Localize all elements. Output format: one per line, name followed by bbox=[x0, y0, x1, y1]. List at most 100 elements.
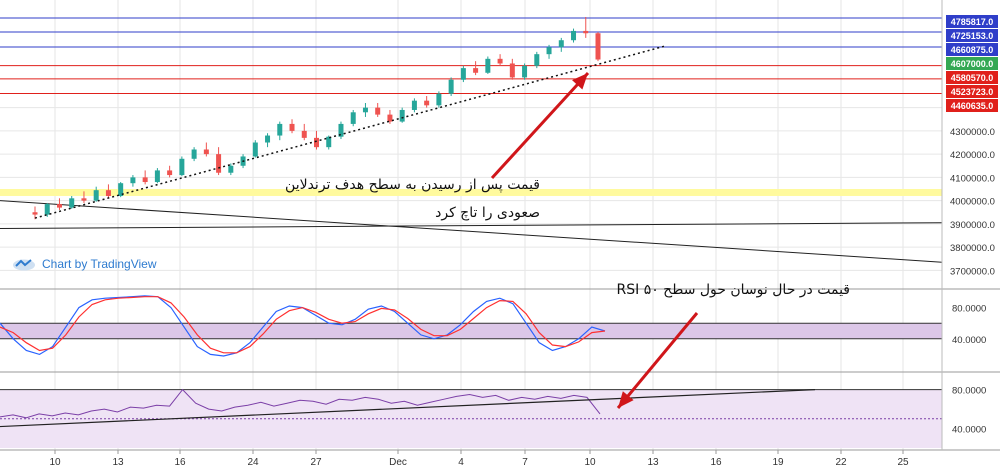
candle-body bbox=[252, 142, 258, 157]
price-level-badge bbox=[946, 57, 998, 70]
rsi-line bbox=[0, 388, 601, 419]
x-tick-label: 24 bbox=[247, 457, 259, 468]
stoch-tick-label: 40.0000 bbox=[952, 335, 986, 346]
candle-body bbox=[460, 68, 466, 80]
candle-body bbox=[326, 136, 332, 148]
candle bbox=[154, 168, 160, 184]
candle-body bbox=[387, 114, 393, 122]
candle bbox=[522, 63, 528, 80]
candle bbox=[118, 182, 124, 198]
candle-body bbox=[142, 177, 148, 183]
candle bbox=[375, 102, 381, 117]
price-level-badge bbox=[946, 43, 998, 56]
candle bbox=[448, 77, 454, 97]
candle-body bbox=[301, 130, 307, 138]
stoch-tick-label: 80.0000 bbox=[952, 304, 986, 315]
x-tick-label: 19 bbox=[772, 457, 784, 468]
candle bbox=[460, 65, 466, 83]
time-axis: 10 13 16 24 27 Dec 4 7 10 13 16 19 22 25 bbox=[49, 450, 909, 468]
candle bbox=[142, 170, 148, 185]
y-tick-label: 3800000.0 bbox=[950, 243, 995, 254]
candle bbox=[105, 184, 111, 199]
candle-body bbox=[338, 123, 344, 137]
candle-body bbox=[154, 170, 160, 183]
candle-body bbox=[595, 33, 601, 60]
candle bbox=[485, 56, 491, 74]
annotation-rsi-note: قیمت در حال نوسان حول سطح ۵۰ RSI bbox=[616, 282, 850, 298]
candle-body bbox=[56, 204, 62, 208]
candle-body bbox=[105, 190, 111, 196]
candle bbox=[252, 140, 258, 158]
candle-body bbox=[277, 123, 283, 136]
price-axis: 4400000.04300000.04200000.04100000.04000… bbox=[941, 0, 998, 450]
candle bbox=[32, 206, 38, 220]
candle bbox=[301, 123, 307, 141]
candle-body bbox=[32, 212, 38, 215]
price-level-label: 4580570.0 bbox=[951, 73, 994, 83]
support-zone bbox=[0, 189, 942, 196]
candle-body bbox=[558, 40, 564, 48]
candle-body bbox=[583, 30, 589, 34]
tradingview-cloud-icon bbox=[13, 259, 35, 271]
candle bbox=[558, 37, 564, 52]
candle-body bbox=[448, 79, 454, 94]
x-tick-label: 4 bbox=[458, 457, 464, 468]
candle-body bbox=[203, 149, 209, 155]
candle bbox=[203, 142, 209, 157]
candle-body bbox=[191, 149, 197, 159]
candle-body bbox=[485, 58, 491, 73]
candle bbox=[265, 133, 271, 148]
annotation-main-line2: صعودی را تاچ کرد bbox=[435, 205, 540, 221]
candle-body bbox=[265, 135, 271, 143]
stoch-d-line bbox=[0, 296, 606, 354]
candle-body bbox=[546, 47, 552, 55]
y-tick-label: 4300000.0 bbox=[950, 127, 995, 138]
candle bbox=[81, 191, 87, 203]
y-tick-label: 4100000.0 bbox=[950, 173, 995, 184]
candle bbox=[338, 121, 344, 140]
candle-body bbox=[411, 100, 417, 110]
tradingview-badge[interactable]: Chart by TradingView bbox=[12, 255, 157, 273]
candle bbox=[436, 91, 442, 108]
candle bbox=[424, 96, 430, 108]
candle bbox=[583, 16, 589, 38]
x-tick-label: 10 bbox=[49, 457, 61, 468]
candle bbox=[350, 109, 356, 127]
y-tick-label: 4200000.0 bbox=[950, 150, 995, 161]
candle-body bbox=[69, 198, 75, 208]
arrow-to-trendline-head bbox=[572, 73, 588, 90]
candle bbox=[571, 28, 577, 43]
candle-body bbox=[289, 123, 295, 131]
price-level-badge bbox=[946, 29, 998, 42]
rsi-trendline bbox=[0, 389, 816, 428]
x-tick-label: 25 bbox=[897, 457, 909, 468]
x-tick-label: Dec bbox=[389, 457, 407, 468]
descending-trendline bbox=[0, 200, 943, 263]
candle bbox=[130, 175, 136, 187]
ascending-trendline bbox=[34, 45, 666, 219]
candle-body bbox=[362, 107, 368, 113]
y-tick-label: 3700000.0 bbox=[950, 266, 995, 277]
price-level-badge bbox=[946, 99, 998, 112]
candle-body bbox=[314, 137, 319, 148]
price-level-label: 4785817.0 bbox=[951, 17, 994, 27]
candle bbox=[69, 195, 75, 209]
price-level-badge bbox=[946, 15, 998, 28]
stoch-band bbox=[0, 323, 942, 339]
candle-body bbox=[118, 183, 124, 196]
candle bbox=[534, 51, 540, 69]
x-tick-label: 16 bbox=[174, 457, 186, 468]
candle bbox=[191, 147, 197, 162]
arrow-to-trendline-shaft bbox=[490, 71, 590, 180]
candle bbox=[314, 130, 319, 150]
candle-body bbox=[497, 58, 503, 64]
x-tick-label: 13 bbox=[647, 457, 659, 468]
tradingview-label: Chart by TradingView bbox=[42, 257, 157, 271]
candle-body bbox=[424, 100, 430, 106]
price-level-badge bbox=[946, 85, 998, 98]
rsi-tick-label: 40.0000 bbox=[952, 425, 986, 436]
x-tick-label: 27 bbox=[310, 457, 322, 468]
candle bbox=[546, 44, 552, 59]
price-level-label: 4660875.0 bbox=[951, 45, 994, 55]
